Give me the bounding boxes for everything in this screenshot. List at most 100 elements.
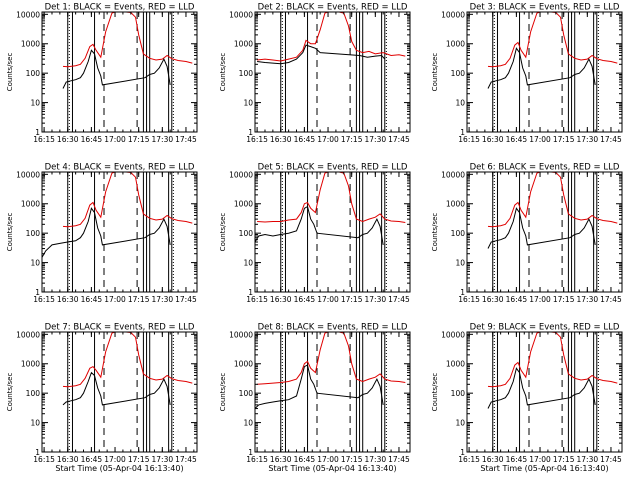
x-tick-label: 17:00 [104, 295, 126, 304]
y-tick-label: 10000 [229, 170, 253, 179]
series-group [255, 172, 406, 245]
x-tick-label: 17:30 [365, 455, 387, 464]
series-line-events [487, 207, 596, 249]
series-line-events [257, 44, 386, 65]
x-tick-label: 17:15 [128, 295, 150, 304]
y-axis-label: Counts/sec [6, 53, 14, 92]
x-tick-label: 17:30 [577, 295, 599, 304]
panel-det-2: Det 2: BLACK = Events, RED = LLD Counts/s… [219, 3, 411, 144]
x-tick-label: 17:30 [365, 135, 387, 144]
x-tick-label: 17:15 [553, 295, 575, 304]
y-tick-label: 10 [30, 99, 40, 108]
x-tick-label: 17:45 [175, 455, 197, 464]
plot-frame [466, 171, 623, 293]
y-tick-label: 1000 [21, 40, 40, 49]
x-tick-label: 17:45 [600, 295, 622, 304]
x-tick-label: 16:30 [57, 455, 79, 464]
series-line-lld [257, 172, 406, 223]
series-group [487, 332, 618, 409]
panel-det-7: Det 7: BLACK = Events, RED = LLD Counts/s… [6, 323, 198, 473]
x-tick-label: 16:45 [81, 135, 103, 144]
panel-title: Det 7: BLACK = Events, RED = LLD [45, 323, 195, 333]
panel-title: Det 5: BLACK = Events, RED = LLD [258, 163, 408, 173]
panel-det-4: Det 4: BLACK = Events, RED = LLD Counts/s… [6, 163, 198, 304]
x-tick-label: 16:30 [482, 295, 504, 304]
x-tick-label: 16:30 [57, 135, 79, 144]
y-tick-label: 1 [35, 128, 40, 137]
x-tick-label: 17:15 [128, 455, 150, 464]
x-tick-label: 16:15 [246, 135, 268, 144]
y-tick-label: 1 [248, 448, 253, 457]
x-axis-label: Start Time (05-Apr-04 16:13:40) [55, 464, 183, 473]
x-tick-label: 17:00 [529, 455, 551, 464]
y-tick-label: 1000 [446, 200, 465, 209]
series-line-lld [62, 172, 193, 228]
series-line-lld [257, 332, 406, 385]
y-tick-label: 1000 [234, 200, 253, 209]
y-tick-label: 1 [248, 128, 253, 137]
series-line-lld [487, 332, 618, 388]
marker-lines [67, 332, 174, 452]
series-group [62, 12, 193, 89]
y-tick-label: 100 [239, 69, 254, 78]
plot-frame [466, 331, 623, 453]
marker-lines [280, 172, 387, 292]
x-tick-label: 16:30 [270, 455, 292, 464]
series-group [255, 332, 406, 409]
y-tick-label: 10 [30, 419, 40, 428]
panel-det-9: Det 9: BLACK = Events, RED = LLD Counts/s… [431, 323, 623, 473]
panel-title: Det 3: BLACK = Events, RED = LLD [470, 3, 620, 13]
y-tick-label: 10 [455, 99, 465, 108]
plot-frame [254, 171, 411, 293]
y-tick-label: 100 [26, 229, 41, 238]
y-axis-label: Counts/sec [6, 213, 14, 252]
x-tick-label: 16:15 [33, 135, 55, 144]
y-tick-label: 10 [243, 99, 253, 108]
series-line-lld [487, 12, 618, 68]
y-tick-label: 100 [451, 69, 466, 78]
x-tick-label: 16:30 [57, 295, 79, 304]
x-tick-label: 17:30 [577, 135, 599, 144]
x-tick-label: 17:15 [341, 455, 363, 464]
x-tick-label: 16:45 [506, 295, 528, 304]
y-tick-label: 1000 [446, 360, 465, 369]
y-tick-label: 1 [460, 128, 465, 137]
series-line-events [487, 367, 596, 409]
x-tick-label: 17:30 [365, 295, 387, 304]
x-tick-label: 16:30 [270, 295, 292, 304]
y-tick-label: 10 [455, 259, 465, 268]
series-line-events [255, 364, 384, 409]
marker-lines [280, 332, 387, 452]
panel-title: Det 8: BLACK = Events, RED = LLD [258, 323, 408, 333]
series-line-lld [62, 332, 193, 388]
x-tick-label: 17:00 [104, 455, 126, 464]
x-tick-label: 17:45 [600, 455, 622, 464]
x-tick-label: 16:45 [506, 455, 528, 464]
x-tick-label: 17:45 [600, 135, 622, 144]
x-tick-label: 17:45 [388, 455, 410, 464]
y-tick-label: 10 [243, 259, 253, 268]
series-line-lld [62, 12, 193, 68]
x-tick-label: 17:45 [388, 135, 410, 144]
x-axis-label: Start Time (05-Apr-04 16:13:40) [268, 464, 396, 473]
x-tick-label: 16:45 [294, 295, 316, 304]
y-tick-label: 10000 [229, 10, 253, 19]
y-tick-label: 100 [239, 389, 254, 398]
x-tick-label: 16:15 [458, 295, 480, 304]
series-line-events [42, 207, 171, 258]
x-tick-label: 16:15 [246, 295, 268, 304]
x-tick-label: 17:15 [341, 295, 363, 304]
y-tick-label: 1000 [234, 40, 253, 49]
y-tick-label: 1000 [234, 360, 253, 369]
y-axis-label: Counts/sec [219, 53, 227, 92]
series-group [487, 12, 618, 89]
marker-lines [280, 12, 387, 132]
y-tick-label: 1000 [446, 40, 465, 49]
y-tick-label: 10 [243, 419, 253, 428]
x-tick-label: 17:30 [152, 135, 174, 144]
marker-lines [67, 172, 174, 292]
y-axis-label: Counts/sec [6, 373, 14, 412]
x-tick-label: 17:45 [175, 295, 197, 304]
x-tick-label: 17:45 [175, 135, 197, 144]
